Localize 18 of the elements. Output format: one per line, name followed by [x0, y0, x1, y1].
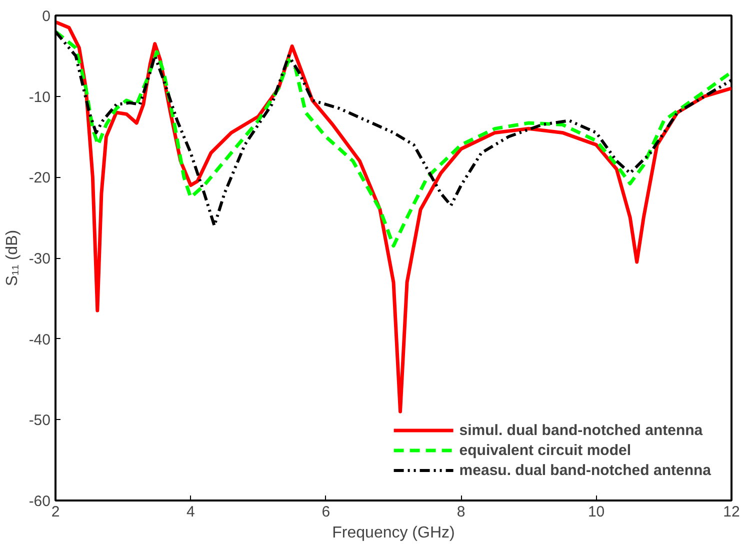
- y-tick-label: -60: [28, 493, 51, 510]
- x-axis-title: Frequency (GHz): [332, 524, 455, 542]
- legend-label: measu. dual band-notched antenna: [459, 462, 711, 478]
- x-tick-label: 2: [51, 504, 60, 520]
- x-tick-label: 8: [456, 504, 466, 520]
- x-tick-label: 4: [186, 504, 195, 520]
- x-tick-label: 10: [588, 504, 605, 520]
- y-tick-label: -20: [28, 170, 51, 187]
- y-tick-label: -50: [28, 412, 51, 430]
- legend-label: equivalent circuit model: [459, 442, 632, 458]
- y-tick-label: -30: [28, 250, 51, 268]
- y-axis-title: S₁₁ (dB): [4, 230, 21, 286]
- y-tick-label: -40: [28, 331, 51, 348]
- x-tick-label: 12: [723, 504, 740, 520]
- legend-label: simul. dual band-notched antenna: [459, 422, 703, 438]
- y-tick-label: 0: [42, 8, 50, 25]
- y-tick-label: -10: [28, 88, 51, 106]
- x-tick-label: 6: [322, 504, 330, 520]
